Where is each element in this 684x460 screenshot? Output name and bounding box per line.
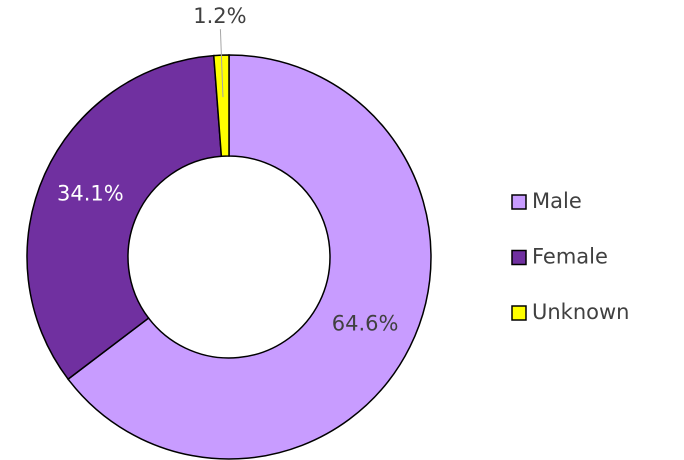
legend-label: Unknown	[532, 300, 629, 324]
data-label: 34.1%	[57, 182, 124, 206]
donut-slice	[67, 54, 432, 460]
leader-line	[219, 29, 224, 98]
legend-label: Male	[532, 189, 582, 213]
donut-slice	[26, 54, 223, 381]
donut-slice	[212, 54, 230, 158]
legend-swatch	[511, 194, 527, 210]
legend-swatch	[511, 249, 527, 266]
data-label: 64.6%	[332, 312, 399, 336]
data-label: 1.2%	[193, 4, 246, 28]
legend-label: Female	[532, 245, 608, 269]
legend-swatch	[511, 305, 527, 321]
